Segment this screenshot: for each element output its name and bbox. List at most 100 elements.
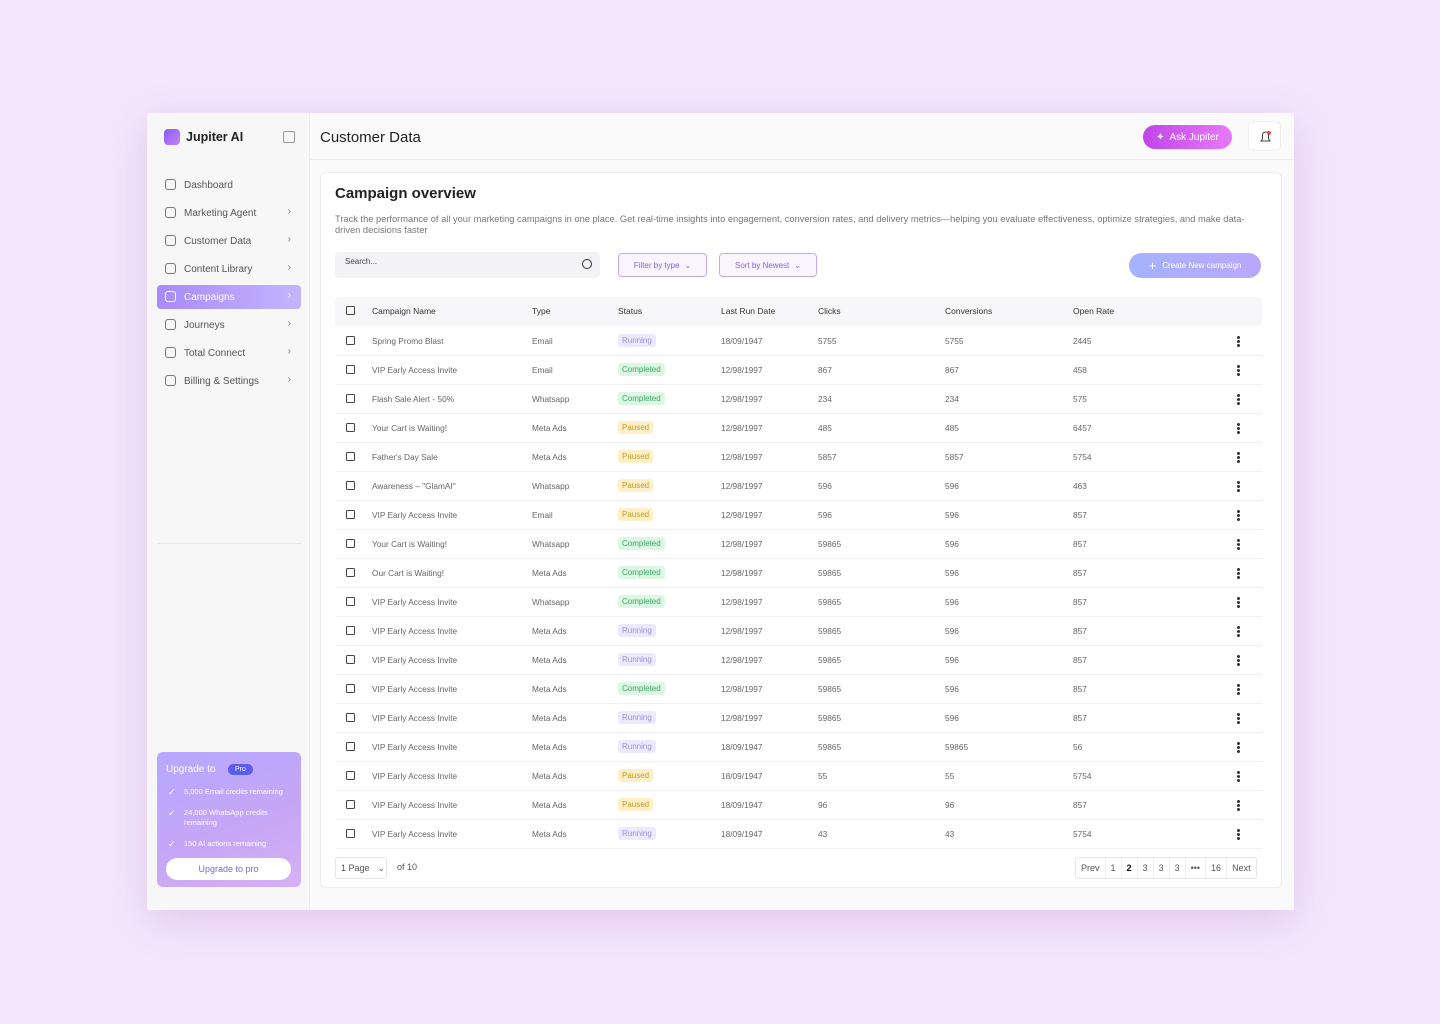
row-menu[interactable]	[1237, 451, 1240, 463]
nav-item[interactable]: Dashboard	[157, 173, 301, 197]
row-checkbox[interactable]	[346, 393, 355, 403]
row-checkbox[interactable]	[346, 625, 355, 635]
row-checkbox[interactable]	[346, 596, 355, 606]
dot	[1237, 455, 1240, 459]
status-badge: Paused	[618, 420, 654, 434]
row-menu[interactable]	[1237, 364, 1240, 376]
nav-item[interactable]: Journeys ›	[157, 313, 301, 337]
row-checkbox[interactable]	[346, 712, 355, 722]
page-button[interactable]: 3	[1138, 858, 1154, 878]
nav-item[interactable]: Total Connect ›	[157, 341, 301, 365]
page-select[interactable]: 1 Page ⌄	[335, 857, 387, 879]
row-checkbox[interactable]	[346, 828, 355, 838]
search-input[interactable]: Search...	[335, 252, 600, 278]
row-menu[interactable]	[1237, 480, 1240, 492]
row-menu[interactable]	[1237, 683, 1240, 695]
table-cell: 5754	[1073, 451, 1092, 462]
table-cell: 12/98/1997	[721, 422, 763, 433]
dot	[1237, 596, 1240, 600]
status-badge: Completed	[618, 681, 665, 695]
chevron: ›	[287, 234, 291, 245]
table-cell: 857	[1073, 654, 1087, 665]
page-button[interactable]: Prev	[1076, 858, 1106, 878]
table-cell: Meta Ads	[532, 741, 567, 752]
row-checkbox[interactable]	[346, 364, 355, 374]
table-cell: 5754	[1073, 828, 1092, 839]
row-checkbox[interactable]	[346, 538, 355, 548]
dot	[1237, 538, 1240, 542]
row-checkbox[interactable]	[346, 770, 355, 780]
plus-icon: +	[1148, 258, 1157, 273]
row-menu[interactable]	[1237, 393, 1240, 405]
page-button[interactable]: 2	[1122, 858, 1138, 878]
row-menu[interactable]	[1237, 509, 1240, 521]
row-menu[interactable]	[1237, 335, 1240, 347]
nav-item[interactable]: Campaigns ›	[157, 285, 301, 309]
row-checkbox[interactable]	[346, 335, 355, 345]
page-button[interactable]: 3	[1170, 858, 1186, 878]
collapse-button[interactable]	[283, 131, 295, 143]
row-checkbox[interactable]	[346, 683, 355, 693]
table-cell: 867	[945, 364, 959, 375]
page-button[interactable]: •••	[1186, 858, 1207, 878]
row-checkbox[interactable]	[346, 451, 355, 461]
row-menu[interactable]	[1237, 770, 1240, 782]
row-checkbox[interactable]	[346, 422, 355, 432]
content-title: Campaign overview	[335, 185, 476, 202]
select-all-checkbox[interactable]	[346, 306, 355, 315]
row-checkbox[interactable]	[346, 567, 355, 577]
table-cell: 12/98/1997	[721, 596, 763, 607]
dot	[1237, 712, 1240, 716]
table-cell: VIP Early Access Invite	[372, 683, 458, 694]
row-checkbox[interactable]	[346, 480, 355, 490]
page-button[interactable]: 3	[1154, 858, 1170, 878]
table-cell: 55	[818, 770, 828, 781]
row-menu[interactable]	[1237, 741, 1240, 753]
row-checkbox[interactable]	[346, 509, 355, 519]
row-divider	[335, 760, 1262, 762]
nav-icon	[165, 375, 176, 386]
table-cell: 575	[1073, 393, 1087, 404]
brand: Jupiter AI	[186, 130, 244, 144]
page-button[interactable]: 1	[1106, 858, 1122, 878]
nav-icon	[165, 347, 176, 358]
page-button[interactable]: Next	[1232, 863, 1251, 873]
row-menu[interactable]	[1237, 828, 1240, 840]
row-menu[interactable]	[1237, 422, 1240, 434]
row-checkbox[interactable]	[346, 654, 355, 664]
dot	[1237, 720, 1240, 724]
page-button[interactable]: 16	[1206, 858, 1228, 878]
row-menu[interactable]	[1237, 654, 1240, 666]
filter-button[interactable]: Filter by type ⌄	[618, 253, 707, 277]
table-cell: 596	[945, 654, 959, 665]
row-divider	[335, 441, 1262, 443]
nav-icon	[165, 207, 176, 218]
row-checkbox[interactable]	[346, 741, 355, 751]
dot	[1237, 807, 1240, 811]
table-cell: 596	[818, 480, 832, 491]
nav-item[interactable]: Marketing Agent ›	[157, 201, 301, 225]
table-cell: 12/98/1997	[721, 509, 763, 520]
row-checkbox[interactable]	[346, 799, 355, 809]
row-menu[interactable]	[1237, 799, 1240, 811]
table-cell: 12/98/1997	[721, 683, 763, 694]
ask-button[interactable]: ✦ Ask Jupiter	[1143, 125, 1232, 149]
nav-item[interactable]: Billing & Settings ›	[157, 369, 301, 393]
nav-item[interactable]: Content Library ›	[157, 257, 301, 281]
table-cell: 234	[945, 393, 959, 404]
dot	[1237, 567, 1240, 571]
row-menu[interactable]	[1237, 712, 1240, 724]
row-divider	[335, 586, 1262, 588]
dot	[1237, 397, 1240, 401]
create-button[interactable]: + Create New campaign	[1129, 253, 1261, 278]
row-menu[interactable]	[1237, 625, 1240, 637]
notification-button[interactable]	[1248, 121, 1281, 151]
row-menu[interactable]	[1237, 596, 1240, 608]
status-badge: Running	[618, 826, 656, 840]
upgrade-button[interactable]: Upgrade to pro	[166, 858, 291, 880]
row-menu[interactable]	[1237, 538, 1240, 550]
row-menu[interactable]	[1237, 567, 1240, 579]
nav-item[interactable]: Customer Data ›	[157, 229, 301, 253]
sort-button[interactable]: Sort by Newest ⌄	[719, 253, 817, 277]
nav-label: Dashboard	[184, 179, 233, 191]
